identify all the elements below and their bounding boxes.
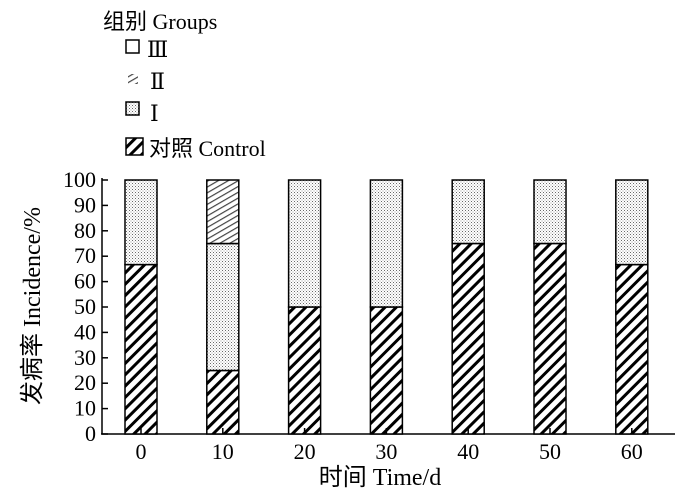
bar-segment-50-series-1 (533, 179, 567, 245)
y-tick-label: 80 (74, 218, 96, 243)
y-tick-label: 100 (63, 167, 96, 192)
y-tick-label: 30 (74, 345, 96, 370)
legend-title: 组别 Groups (103, 9, 217, 34)
legend-label-i: Ⅰ (150, 101, 159, 126)
legend-label-control: 对照 Control (149, 136, 266, 161)
legend-swatch-ii (128, 74, 138, 84)
y-tick-label: 70 (74, 243, 96, 268)
bar-segment-60-series-0 (615, 263, 649, 435)
bar-segment-50-series-0 (533, 242, 567, 435)
legend-label-ii: Ⅱ (150, 69, 165, 94)
bar-segment-30-series-1 (369, 179, 404, 308)
legend-swatch-i (125, 101, 140, 116)
bar-segment-10-series-0 (206, 369, 240, 435)
bar-segment-40-series-1 (451, 179, 485, 245)
x-tick-label: 50 (539, 439, 561, 464)
y-tick-label: 60 (74, 269, 96, 294)
bar-segment-10-series-2 (206, 179, 240, 245)
x-tick-label: 10 (212, 439, 234, 464)
y-tick-label: 0 (85, 421, 96, 446)
x-tick-label: 20 (294, 439, 316, 464)
x-axis-title: 时间 Time/d (319, 464, 441, 490)
legend-label-iii: Ⅲ (147, 37, 168, 62)
x-tick-label: 30 (375, 439, 397, 464)
bar-segment-20-series-0 (287, 306, 322, 435)
legend-swatch-control (125, 137, 144, 156)
bar-segment-60-series-1 (615, 179, 649, 266)
y-axis-title: 发病率 Incidence/% (19, 207, 46, 405)
bar-segment-0-series-1 (124, 179, 158, 266)
y-tick-label: 20 (74, 370, 96, 395)
bars (124, 179, 649, 435)
x-tick-label: 0 (136, 439, 147, 464)
x-tick-label: 40 (457, 439, 479, 464)
y-tick-label: 40 (74, 319, 96, 344)
bar-segment-0-series-0 (124, 263, 158, 435)
bar-segment-10-series-1 (206, 242, 240, 372)
y-tick-label: 90 (74, 192, 96, 217)
bar-segment-20-series-1 (287, 179, 322, 308)
bar-segment-40-series-0 (451, 242, 485, 435)
y-tick-label: 50 (74, 294, 96, 319)
legend: 组别 Groups Ⅲ Ⅱ Ⅰ 对照 Control (103, 9, 266, 161)
legend-swatch-iii (125, 39, 140, 54)
y-tick-label: 10 (74, 396, 96, 421)
x-axis-ticks: 0 10 20 30 40 50 60 (136, 428, 643, 464)
bar-segment-30-series-0 (369, 306, 404, 435)
x-tick-label: 60 (621, 439, 643, 464)
